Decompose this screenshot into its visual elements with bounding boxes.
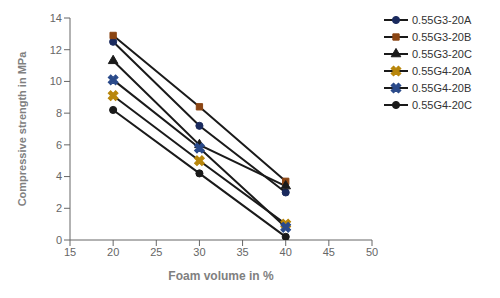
svg-text:Foam volume in %: Foam volume in % [168,269,274,283]
svg-text:14: 14 [50,12,62,24]
svg-text:0: 0 [56,234,62,246]
svg-text:45: 45 [323,246,335,258]
svg-text:Compressive strength in MPa: Compressive strength in MPa [16,51,28,207]
svg-text:15: 15 [64,246,76,258]
svg-text:35: 35 [236,246,248,258]
svg-text:40: 40 [280,246,292,258]
svg-text:10: 10 [50,75,62,87]
html-text:0.55G3-20A: 0.55G3-20A [412,14,472,26]
html-text:0.55G4-20C: 0.55G4-20C [412,99,472,111]
html-text:0.55G3-20B: 0.55G3-20B [412,31,472,43]
svg-text:6: 6 [56,139,62,151]
svg-text:50: 50 [366,246,378,258]
html-text:0.55G4-20B: 0.55G4-20B [412,82,472,94]
svg-text:2: 2 [56,202,62,214]
svg-text:20: 20 [107,246,119,258]
svg-text:8: 8 [56,107,62,119]
svg-text:12: 12 [50,44,62,56]
svg-text:30: 30 [193,246,205,258]
svg-text:25: 25 [150,246,162,258]
html-text:0.55G3-20C: 0.55G3-20C [412,48,472,60]
svg-text:4: 4 [56,170,62,182]
html-text:0.55G4-20A: 0.55G4-20A [412,65,472,77]
